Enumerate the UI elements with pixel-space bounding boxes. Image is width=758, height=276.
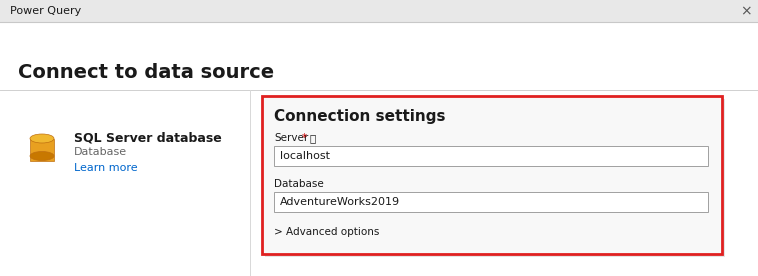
Text: Connection settings: Connection settings	[274, 108, 446, 123]
Text: localhost: localhost	[280, 151, 330, 161]
FancyBboxPatch shape	[274, 192, 708, 212]
Text: AdventureWorks2019: AdventureWorks2019	[280, 197, 400, 207]
Ellipse shape	[30, 152, 54, 161]
Text: SQL Server database: SQL Server database	[74, 131, 222, 145]
Text: *: *	[302, 133, 307, 143]
Text: Connect to data source: Connect to data source	[18, 62, 274, 81]
Text: Database: Database	[74, 147, 127, 157]
Text: Server: Server	[274, 133, 309, 143]
Text: ×: ×	[741, 4, 752, 18]
Text: Learn more: Learn more	[74, 163, 138, 173]
FancyBboxPatch shape	[0, 22, 758, 276]
Text: > Advanced options: > Advanced options	[274, 227, 379, 237]
Text: ⓘ: ⓘ	[310, 133, 316, 143]
FancyBboxPatch shape	[0, 0, 758, 22]
FancyBboxPatch shape	[262, 96, 722, 254]
FancyBboxPatch shape	[265, 99, 725, 257]
Text: Database: Database	[274, 179, 324, 189]
FancyBboxPatch shape	[274, 146, 708, 166]
Ellipse shape	[30, 134, 54, 143]
Text: Power Query: Power Query	[10, 6, 81, 16]
FancyBboxPatch shape	[30, 139, 54, 161]
